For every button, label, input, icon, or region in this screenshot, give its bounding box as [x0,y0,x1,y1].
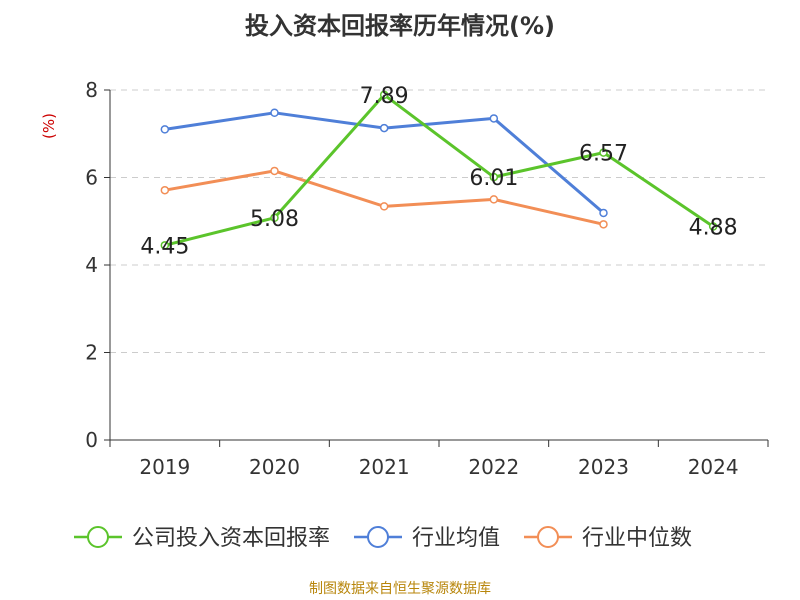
data-point [160,241,170,250]
legend-marker [87,526,109,548]
legend-label: 公司投入资本回报率 [132,526,330,551]
data-point [599,220,608,229]
data-label: 4.88 [689,216,738,241]
data-point [379,202,389,211]
data-point [489,172,499,182]
x-tick-label: 2023 [578,455,629,479]
data-point [708,222,718,231]
y-axis-label: (%) [40,113,58,139]
data-label: 4.45 [140,234,189,259]
y-tick-label: 6 [85,166,98,190]
y-tick-label: 8 [85,78,98,102]
legend-marker [537,526,559,548]
series-lines [164,93,715,247]
series-line-0 [164,93,715,247]
legend-item: 行业中位数 [524,526,692,551]
data-point [379,90,389,100]
legend-item: 公司投入资本回报率 [74,526,330,551]
data-label: 7.89 [360,84,409,109]
data-point [489,114,499,123]
data-point [489,195,499,204]
y-tick-label: 0 [85,428,98,452]
data-label: 5.08 [250,207,299,232]
grid-lines [110,89,768,353]
data-point [160,125,170,134]
data-labels: 4.45 5.08 7.89 6.01 6.57 4.88 [140,84,737,260]
data-label: 6.01 [469,166,518,191]
legend: 公司投入资本回报率 行业均值 行业中位数 [74,526,692,551]
x-tick-label: 2021 [359,455,410,479]
series-line-2 [164,169,604,226]
data-point [270,213,279,222]
source-note: 制图数据来自恒生聚源数据库 [309,581,491,597]
axes: 0 2 4 6 8 (%) 2019 2020 2021 2022 2023 2024 [40,78,769,479]
data-point [599,148,608,157]
legend-label: 行业中位数 [582,526,692,551]
series-points [160,90,718,250]
x-tick-label: 2020 [249,455,300,479]
legend-item: 行业均值 [354,526,500,551]
chart-title: 投入资本回报率历年情况(%) [245,12,555,40]
data-point [379,123,389,133]
data-point [160,185,170,195]
legend-marker [367,526,389,548]
x-tick-label: 2024 [688,455,739,479]
x-tick-label: 2019 [139,455,190,479]
y-tick-label: 4 [85,253,98,277]
legend-label: 行业均值 [412,526,500,551]
y-tick-label: 2 [85,341,98,365]
x-tick-label: 2022 [468,455,519,479]
data-label: 6.57 [579,142,628,167]
data-point [599,208,608,218]
data-point [270,108,279,117]
data-point [270,166,279,176]
